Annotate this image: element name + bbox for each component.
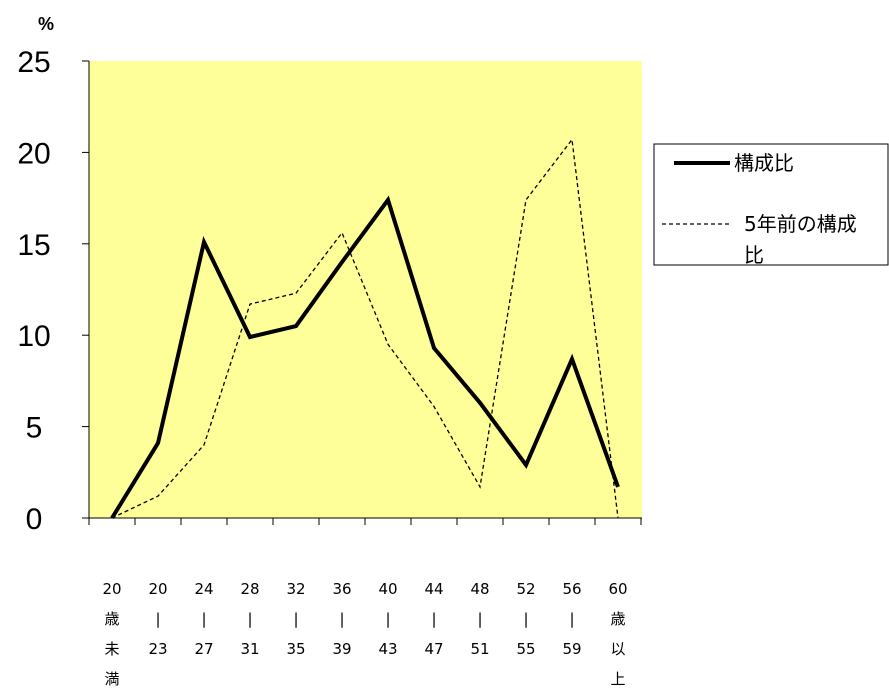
x-tick-label-line: | bbox=[477, 610, 482, 628]
x-tick-label-line: 44 bbox=[424, 580, 443, 598]
x-tick-label: 48 | 51 bbox=[470, 580, 489, 658]
plot-area bbox=[89, 61, 642, 518]
x-tick-label-line: 31 bbox=[240, 640, 259, 658]
x-tick-label-line: 上 bbox=[610, 670, 625, 688]
x-tick-label-line: 36 bbox=[332, 580, 351, 598]
y-tick-label: 25 bbox=[17, 46, 50, 79]
x-tick-label-line: 32 bbox=[286, 580, 305, 598]
legend-label-previous: 5年前の構成 bbox=[744, 212, 857, 236]
x-tick-label-line: 歳 bbox=[104, 610, 119, 628]
x-tick-label: 44 | 47 bbox=[424, 580, 443, 658]
x-tick-label-line: 未 bbox=[104, 640, 119, 658]
series-layer bbox=[110, 137, 620, 520]
y-axis: 0 5 10 15 20 25 bbox=[17, 46, 90, 536]
legend: 構成比 5年前の構成 比 bbox=[653, 143, 889, 267]
x-tick-label-line: 55 bbox=[516, 640, 535, 658]
x-tick-label-line: 56 bbox=[562, 580, 581, 598]
x-tick-label-line: 歳 bbox=[610, 610, 625, 628]
x-tick-label-line: 35 bbox=[286, 640, 305, 658]
series-line-previous bbox=[111, 137, 619, 519]
x-tick-label-line: | bbox=[385, 610, 390, 628]
x-tick-label-line: 以 bbox=[610, 640, 625, 658]
x-tick-label: 28 | 31 bbox=[240, 580, 259, 658]
x-tick-label-line: 40 bbox=[378, 580, 397, 598]
x-tick-label-line: | bbox=[523, 610, 528, 628]
legend-label-previous-cont: 比 bbox=[744, 243, 764, 267]
x-tick-label: 40 | 43 bbox=[378, 580, 397, 658]
x-tick-label-line: 51 bbox=[470, 640, 489, 658]
x-tick-label-line: 47 bbox=[424, 640, 443, 658]
x-tick-label-line: 20 bbox=[102, 580, 121, 598]
x-tick-label-line: | bbox=[247, 610, 252, 628]
x-tick-label: 20 歳未満 bbox=[102, 580, 121, 688]
x-tick-label-line: | bbox=[201, 610, 206, 628]
x-tick-label-line: 23 bbox=[148, 640, 167, 658]
x-tick-label: 56 | 59 bbox=[562, 580, 581, 658]
legend-label-current: 構成比 bbox=[734, 151, 794, 175]
y-tick-label: 15 bbox=[17, 229, 50, 262]
x-tick-label-line: 28 bbox=[240, 580, 259, 598]
x-tick-label-line: | bbox=[339, 610, 344, 628]
x-tick-label: 20 | 23 bbox=[148, 580, 167, 658]
x-tick-label-line: 満 bbox=[104, 670, 119, 688]
y-tick-label: 10 bbox=[17, 320, 50, 353]
x-tick-label-line: | bbox=[155, 610, 160, 628]
x-tick-label-line: 39 bbox=[332, 640, 351, 658]
x-tick-label: 32 | 35 bbox=[286, 580, 305, 658]
x-tick-label-line: 60 bbox=[608, 580, 627, 598]
y-tick-label: 0 bbox=[26, 503, 43, 536]
x-tick-label-line: 27 bbox=[194, 640, 213, 658]
x-tick-label-line: 20 bbox=[148, 580, 167, 598]
series-line-current bbox=[110, 195, 620, 520]
x-tick-label: 60 歳以上 bbox=[608, 580, 627, 688]
x-tick-label: 24 | 27 bbox=[194, 580, 213, 658]
x-axis: 20歳未満20|2324|2728|3132|3536|3940|4344|47… bbox=[88, 517, 642, 688]
x-tick-label-line: 52 bbox=[516, 580, 535, 598]
x-tick-label: 36 | 39 bbox=[332, 580, 351, 658]
y-axis-unit: % bbox=[38, 14, 54, 34]
x-tick-label-line: 59 bbox=[562, 640, 581, 658]
x-tick-label-line: 43 bbox=[378, 640, 397, 658]
x-tick-label-line: 24 bbox=[194, 580, 213, 598]
x-tick-label-line: | bbox=[293, 610, 298, 628]
x-tick-label-line: | bbox=[431, 610, 436, 628]
x-tick-label-line: | bbox=[569, 610, 574, 628]
y-tick-label: 20 bbox=[17, 137, 50, 170]
y-tick-label: 5 bbox=[26, 412, 43, 445]
x-tick-label: 52 | 55 bbox=[516, 580, 535, 658]
x-tick-label-line: 48 bbox=[470, 580, 489, 598]
